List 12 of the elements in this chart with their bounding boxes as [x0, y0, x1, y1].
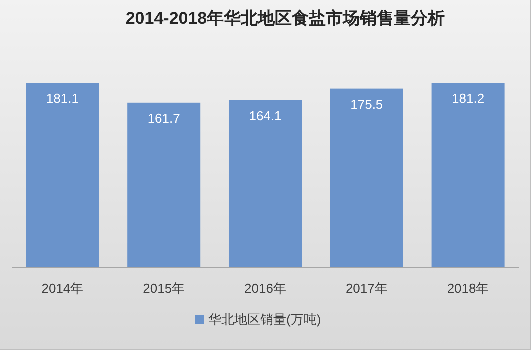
x-tick-label: 2015年 [143, 281, 186, 296]
chart-title: 2014-2018年华北地区食盐市场销售量分析 [126, 9, 446, 28]
x-tick-label: 2018年 [447, 281, 490, 296]
data-label: 181.1 [46, 91, 79, 106]
data-label: 181.2 [452, 91, 485, 106]
x-tick-label: 2014年 [42, 281, 84, 296]
data-label: 164.1 [249, 108, 282, 124]
data-label: 175.5 [350, 96, 384, 112]
legend-label: 华北地区销量(万吨) [208, 312, 322, 327]
x-tick-label: 2017年 [346, 281, 388, 296]
data-label: 161.7 [148, 110, 180, 126]
x-tick-label: 2016年 [244, 281, 286, 296]
